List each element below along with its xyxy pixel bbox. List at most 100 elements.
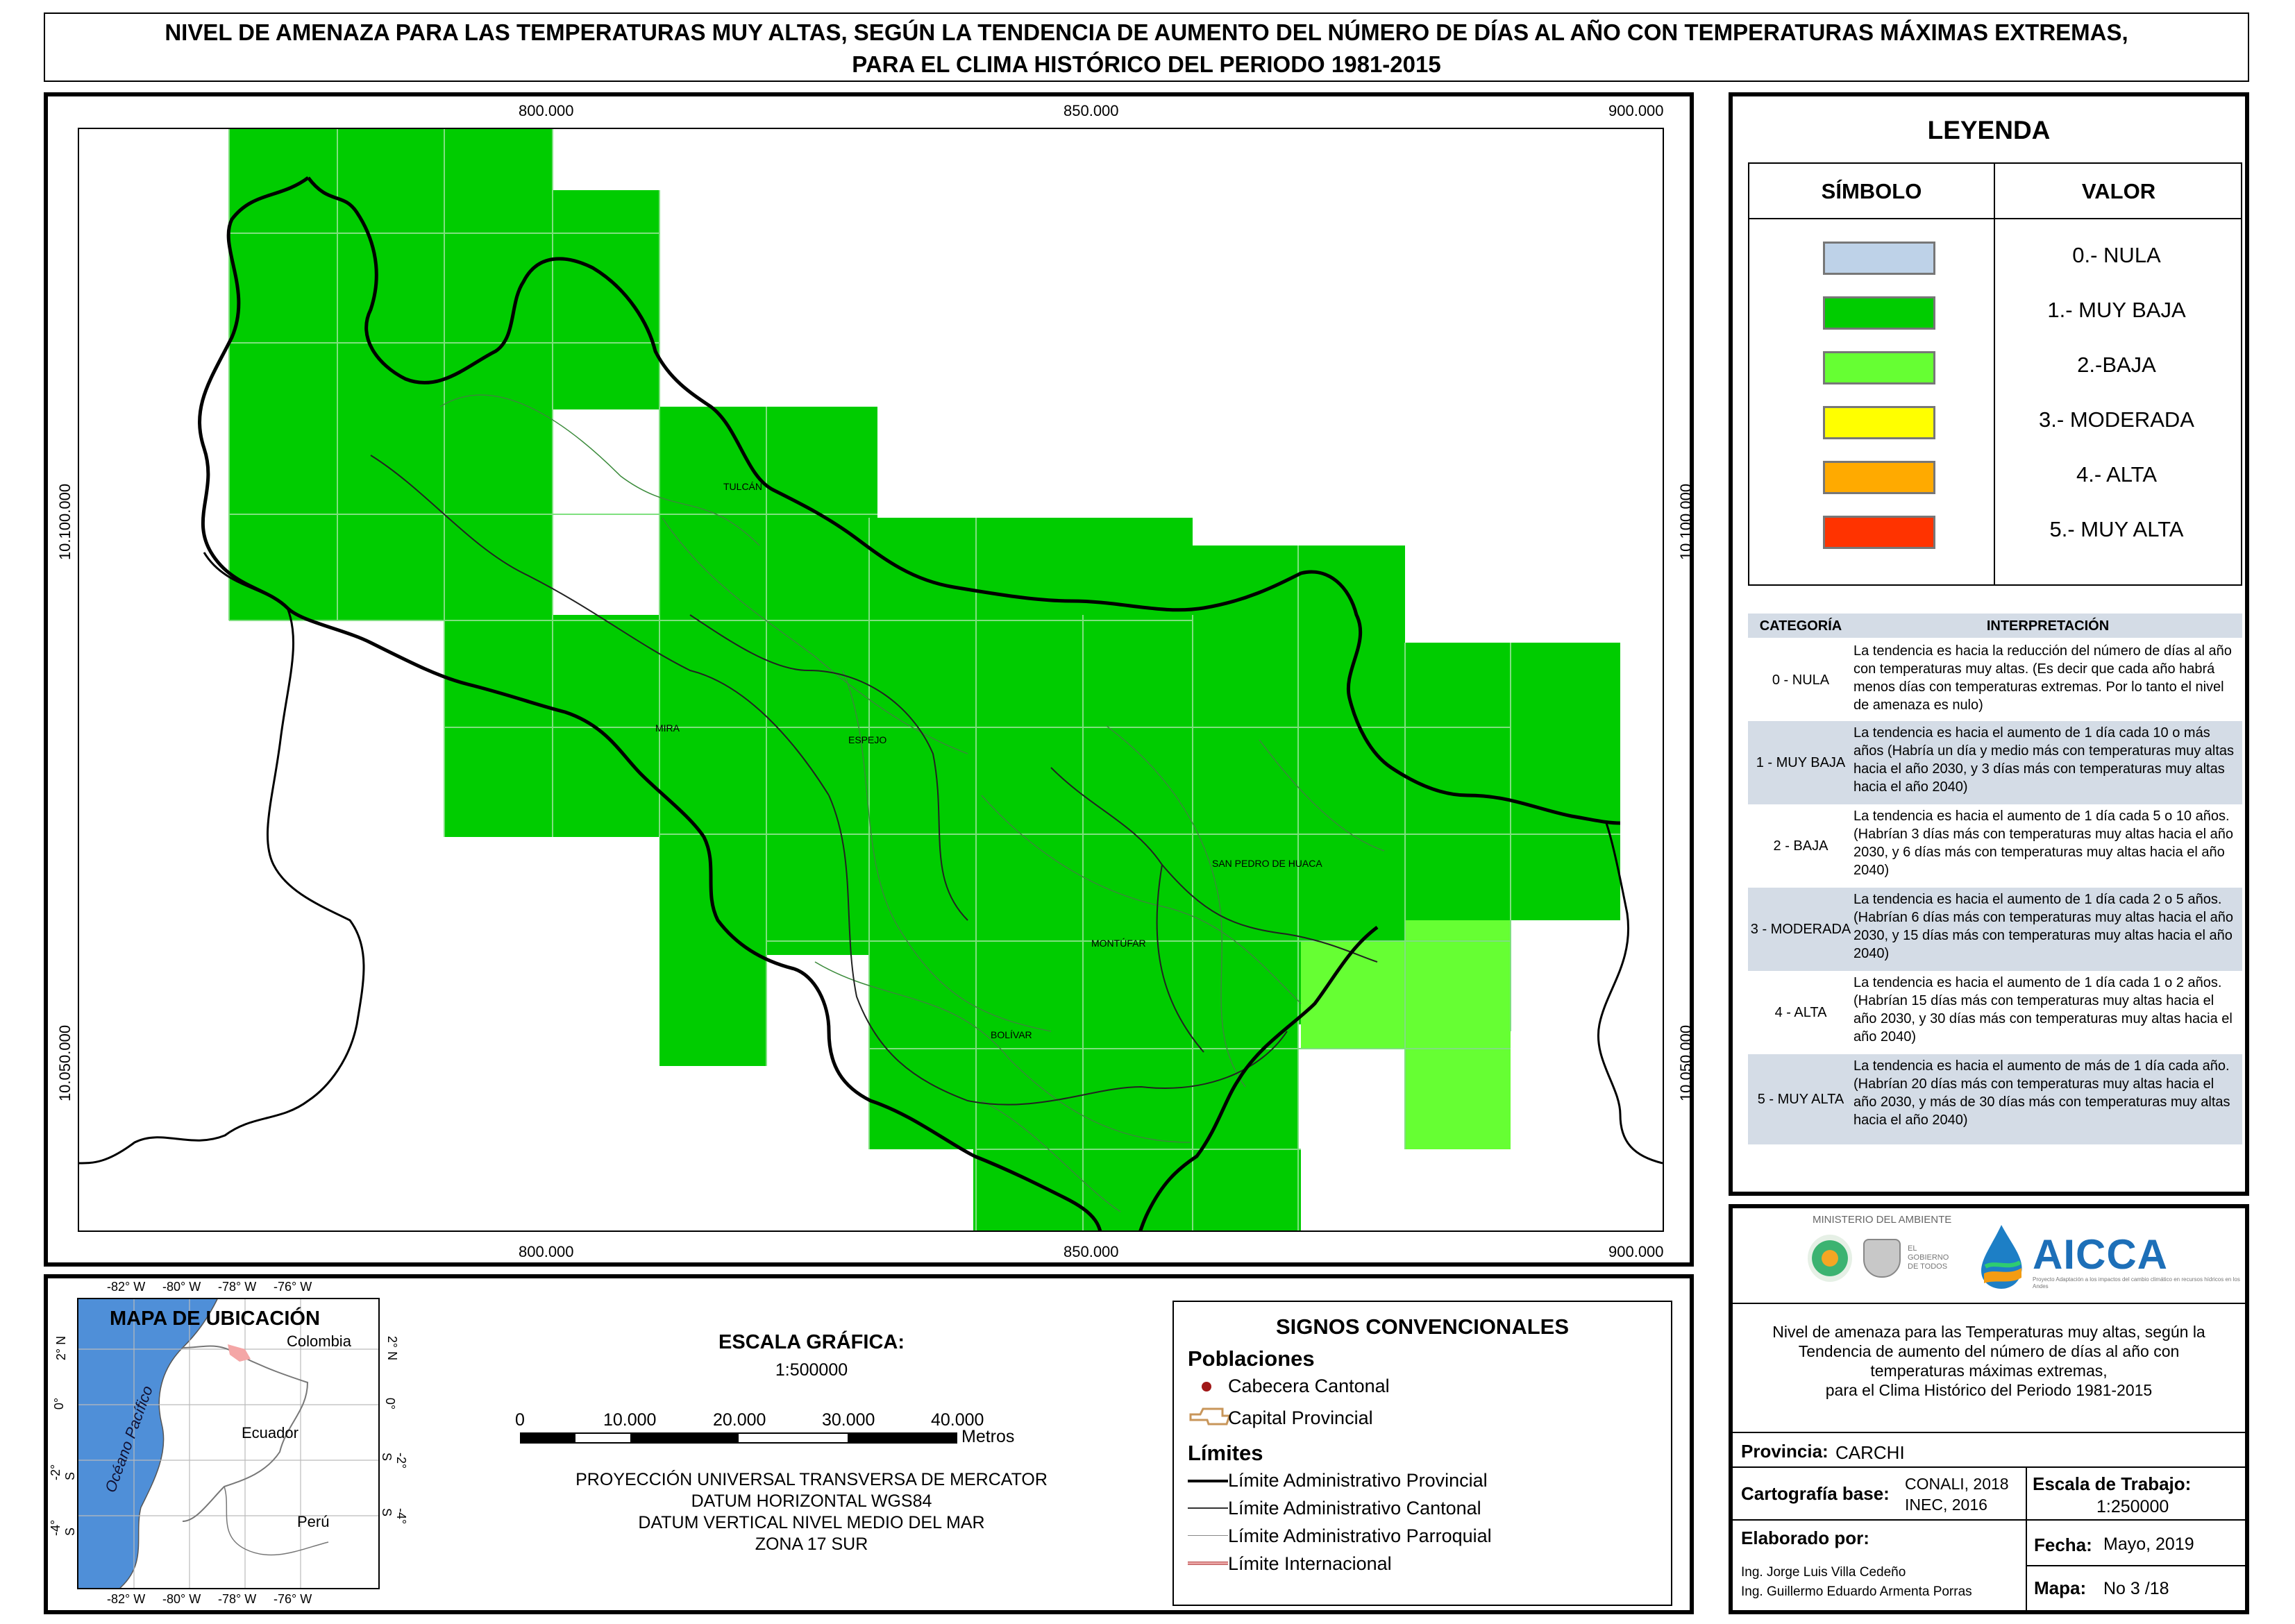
fecha-value: Mayo, 2019 <box>2103 1534 2194 1554</box>
lon-tick: -76° W <box>274 1280 312 1294</box>
scale-bar-labels: 0 10.000 20.000 30.000 40.000 <box>464 1410 1159 1431</box>
legend-label: 4.- ALTA <box>2076 462 2157 487</box>
location-lon-top: -82° W -80° W -78° W -76° W <box>48 1280 409 1296</box>
cartografia-row: Cartografía base: CONALI, 2018 INEC, 201… <box>1733 1468 2245 1521</box>
scale-title: ESCALA GRÁFICA: <box>718 1331 905 1353</box>
lat-tick: -2° S <box>49 1464 77 1480</box>
mapa-label: Mapa: <box>2034 1578 2087 1598</box>
legend-col-symbol: SÍMBOLO <box>1821 179 1922 203</box>
description-line2: Tendencia de aumento del número de días … <box>1798 1342 2180 1360</box>
legend-label: 1.- MUY BAJA <box>2047 298 2186 322</box>
canton-boundaries <box>370 455 1378 1106</box>
interp-row-muy-baja: 1 - MUY BAJA La tendencia es hacia el au… <box>1748 721 2242 804</box>
x-tick-top-850: 850.000 <box>1064 102 1119 119</box>
scale-segment <box>575 1434 630 1442</box>
cartografia-divider <box>2026 1468 2027 1521</box>
logos-area: MINISTERIO DEL AMBIENTE EL GOBIERNO DE T… <box>1733 1208 2245 1304</box>
lat-tick: 0° <box>52 1397 67 1410</box>
legend-item-baja: 2.-BAJA <box>1749 339 2241 394</box>
provincia-value: CARCHI <box>1835 1442 1905 1463</box>
legend-swatch <box>1823 516 1935 549</box>
baja-cells <box>1301 920 1511 1149</box>
location-map-frame: Océano Pacífico Colombia Ecuador Perú MA… <box>77 1298 380 1589</box>
map-title-line2: PARA EL CLIMA HISTÓRICO DEL PERIODO 1981… <box>852 51 1441 77</box>
provincia-label: Provincia: <box>1741 1441 1829 1462</box>
interpretation-table: CATEGORÍA INTERPRETACIÓN 0 - NULA La ten… <box>1748 614 2242 1169</box>
map-inner-frame: TULCÁN MIRA ESPEJO SAN PEDRO DE HUACA MO… <box>78 128 1664 1232</box>
parish-boundaries <box>439 394 1385 1212</box>
hazard-map: TULCÁN MIRA ESPEJO SAN PEDRO DE HUACA MO… <box>79 129 1663 1230</box>
y-tick-right-10050000: 10.050.000 <box>1677 1024 1695 1102</box>
ocean-shape <box>78 1299 217 1588</box>
elaborado-label: Elaborado por: <box>1741 1528 1869 1548</box>
aicca-logo-icon <box>1977 1224 2026 1290</box>
legend-swatch <box>1823 242 1935 275</box>
signs-lim-int: Límite Internacional <box>1228 1553 1392 1574</box>
place-label-montufar: MONTÚFAR <box>1091 938 1146 949</box>
interp-text: La tendencia es hacia el aumento de 1 dí… <box>1853 892 2233 961</box>
cartografia-label: Cartografía base: <box>1741 1483 1890 1504</box>
description-area: Nivel de amenaza para las Temperaturas m… <box>1733 1305 2245 1433</box>
lon-tick: -76° W <box>274 1592 312 1606</box>
x-tick-top-800: 800.000 <box>519 102 574 119</box>
y-tick-left-10100000: 10.100.000 <box>56 483 74 561</box>
interp-category: 5 - MUY ALTA <box>1757 1091 1844 1107</box>
ministry-logo <box>1808 1235 1852 1282</box>
legend-col-value: VALOR <box>2081 179 2156 203</box>
lon-tick: -80° W <box>162 1280 201 1294</box>
limit-parroquial-line <box>1188 1535 1228 1536</box>
interp-category: 0 - NULA <box>1772 672 1830 688</box>
signs-lim-parr: Límite Administrativo Parroquial <box>1228 1525 1492 1546</box>
fecha-label: Fecha: <box>2034 1534 2092 1555</box>
peru-border <box>224 1486 329 1556</box>
cabecera-cantonal-icon <box>1202 1382 1211 1392</box>
cartografia-value2: INEC, 2016 <box>1905 1496 1987 1514</box>
lat-tick: 0° <box>383 1397 398 1410</box>
legend-item-muy-baja: 1.- MUY BAJA <box>1749 284 2241 339</box>
legend-table: SÍMBOLO VALOR 0.- NULA 1.- MUY BAJA 2.-B… <box>1748 162 2242 586</box>
place-label-tulcan: TULCÁN <box>723 481 762 492</box>
interp-category: 1 - MUY BAJA <box>1756 754 1846 770</box>
escala-value: 1:250000 <box>2096 1497 2169 1516</box>
interp-category: 4 - ALTA <box>1774 1004 1827 1020</box>
scale-tick-label: 20.000 <box>713 1410 766 1430</box>
fecha-row: Fecha: Mayo, 2019 <box>2027 1521 2245 1566</box>
location-map-svg: Océano Pacífico Colombia Ecuador Perú <box>78 1299 378 1588</box>
place-label-mira: MIRA <box>655 722 680 734</box>
bottom-panel: -82° W -80° W -78° W -76° W -82° W -80° … <box>44 1274 1694 1614</box>
interp-category: 3 - MODERADA <box>1750 921 1851 937</box>
place-labels: TULCÁN MIRA ESPEJO SAN PEDRO DE HUACA MO… <box>655 481 1322 1040</box>
ecuador-coat-of-arms-icon <box>1863 1239 1901 1278</box>
interp-row-nula: 0 - NULA La tendencia es hacia la reducc… <box>1748 639 2242 721</box>
interp-text: La tendencia es hacia el aumento de más … <box>1853 1058 2230 1128</box>
scale-tick-label: 10.000 <box>603 1410 657 1430</box>
signs-title: SIGNOS CONVENCIONALES <box>1276 1314 1569 1339</box>
description-line1: Nivel de amenaza para las Temperaturas m… <box>1772 1323 2205 1341</box>
legend-label: 3.- MODERADA <box>2039 407 2194 432</box>
projection-line2: DATUM HORIZONTAL WGS84 <box>691 1491 932 1511</box>
x-tick-top-900: 900.000 <box>1608 102 1664 119</box>
legend-swatch <box>1823 351 1935 384</box>
interp-row-moderada: 3 - MODERADA La tendencia es hacia el au… <box>1748 888 2242 971</box>
y-tick-right-10100000: 10.100.000 <box>1677 483 1695 561</box>
limit-international-line <box>1188 1562 1228 1565</box>
legend-header-divider <box>1749 218 2241 219</box>
legend-rows: 0.- NULA 1.- MUY BAJA 2.-BAJA 3.- MODERA… <box>1749 229 2241 562</box>
lat-tick: -4° S <box>380 1508 408 1525</box>
scale-block: ESCALA GRÁFICA: 1:500000 0 10.000 20.000… <box>464 1278 1159 1610</box>
legend-panel: LEYENDA SÍMBOLO VALOR 0.- NULA 1.- MUY B… <box>1729 92 2249 1196</box>
elaborado-area: Elaborado por: Ing. Jorge Luis Villa Ced… <box>1733 1521 2027 1610</box>
ecuador-label: Ecuador <box>242 1424 299 1441</box>
description-line3: temperaturas máximas extremas, <box>1870 1362 2108 1380</box>
lat-tick: -4° S <box>49 1519 77 1536</box>
aicca-subtitle: Proyecto Adaptación a los impactos del c… <box>2033 1276 2240 1289</box>
author-2: Ing. Guillermo Eduardo Armenta Porras <box>1741 1584 1972 1599</box>
lon-tick: -82° W <box>107 1592 146 1606</box>
lon-tick: -78° W <box>218 1592 257 1606</box>
scale-tick-label: 0 <box>515 1410 525 1430</box>
main-map-frame: 800.000 850.000 900.000 800.000 850.000 … <box>44 92 1695 1267</box>
legend-item-muy-alta: 5.- MUY ALTA <box>1749 503 2241 558</box>
scale-bar <box>520 1432 957 1444</box>
place-label-bolivar: BOLÍVAR <box>991 1029 1032 1040</box>
grid-lines <box>228 129 1620 1230</box>
